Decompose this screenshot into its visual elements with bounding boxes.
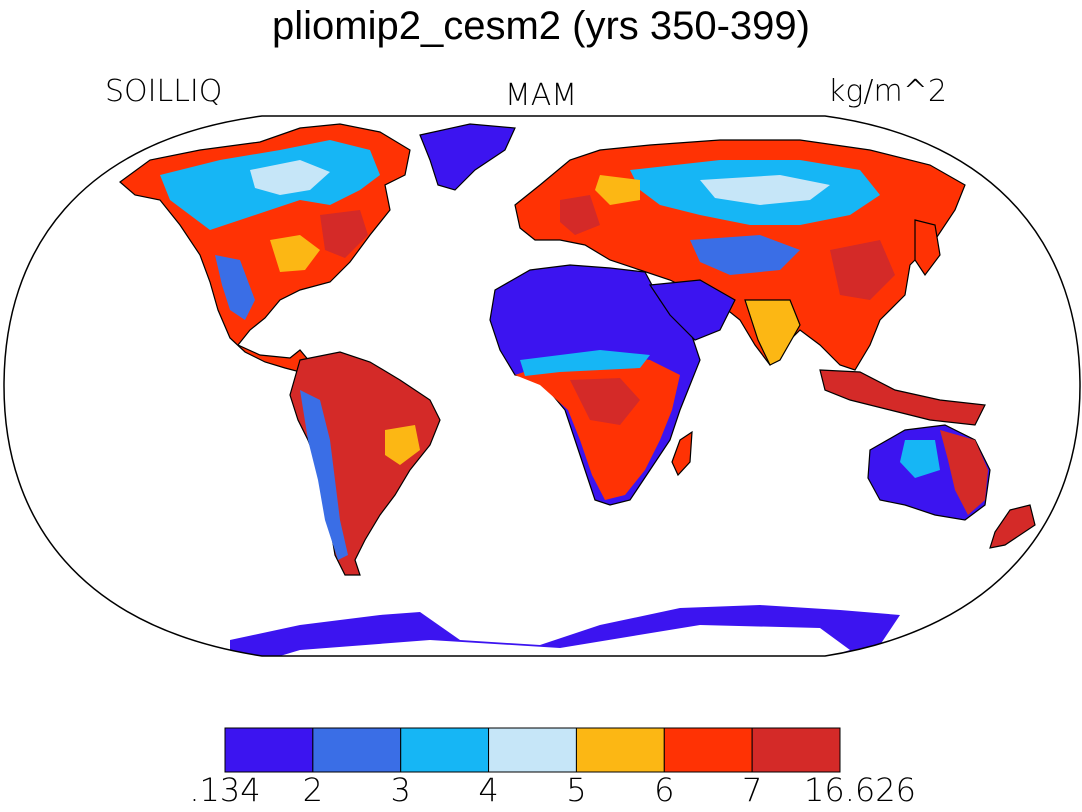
colorbar-swatch [400, 727, 490, 773]
madagascar [671, 430, 693, 477]
world-map [3, 115, 1081, 657]
colorbar-swatch [575, 727, 665, 773]
season-label: MAM [504, 78, 578, 113]
colorbar-tick-label: 16.626 [804, 771, 916, 809]
globe-outline [3, 115, 1081, 657]
greenland [419, 123, 516, 191]
units-label: kg/m^2 [828, 74, 947, 109]
india [744, 299, 801, 366]
colorbar-tick-label: .134 [189, 771, 261, 809]
colorbar-swatch [751, 727, 841, 773]
colorbar-tick-label: 3 [390, 771, 411, 809]
variable-label: SOILLIQ [105, 74, 223, 109]
colorbar-swatch [663, 727, 753, 773]
colorbar-tick-label: 7 [741, 771, 763, 809]
japan [914, 219, 941, 277]
map-title: pliomip2_cesm2 (yrs 350-399) [271, 4, 810, 48]
colorbar-tick-label: 5 [566, 771, 587, 809]
colorbar-swatch [312, 727, 402, 773]
arabia [648, 279, 736, 341]
colorbar-swatch [488, 727, 577, 773]
colorbar-tick-label: 4 [478, 771, 499, 809]
indonesia [819, 369, 986, 426]
colorbar-swatch [224, 727, 314, 773]
south-america [289, 351, 441, 576]
new-zealand [989, 504, 1036, 549]
colorbar-tick-label: 2 [302, 771, 324, 809]
colorbar-tick-label: 6 [654, 771, 675, 809]
